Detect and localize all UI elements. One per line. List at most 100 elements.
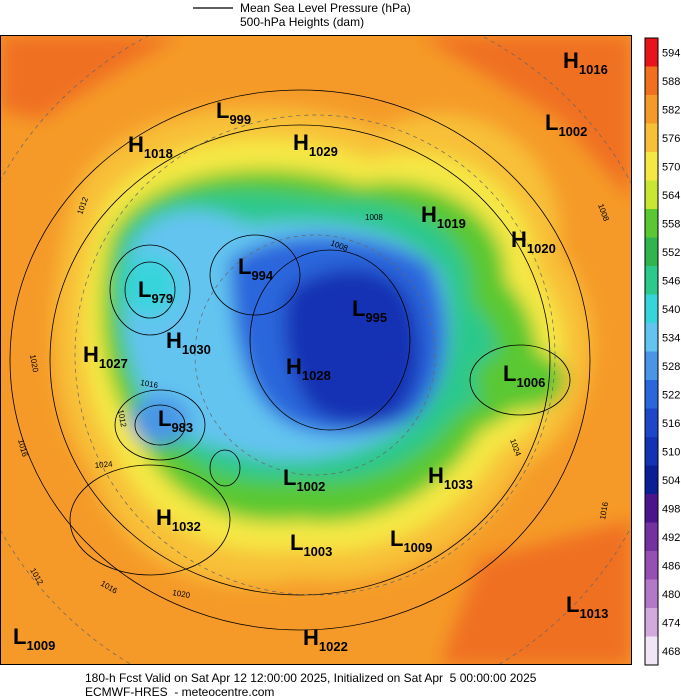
center-type: L xyxy=(238,254,251,279)
center-value: 1002 xyxy=(558,124,587,139)
height-field xyxy=(0,35,632,665)
pressure-center: L1003 xyxy=(290,530,332,559)
center-value: 1002 xyxy=(296,479,325,494)
colorbar-bin xyxy=(645,522,658,552)
center-value: 1030 xyxy=(182,342,211,357)
pressure-center: H1020 xyxy=(511,227,556,256)
colorbar-label: 540 xyxy=(662,304,680,316)
colorbar-label: 588 xyxy=(662,76,680,88)
colorbar-bin xyxy=(645,437,658,466)
colorbar-label: 582 xyxy=(662,104,680,116)
colorbar-bin xyxy=(645,266,658,295)
pressure-center: L1002 xyxy=(545,110,587,139)
center-value: 1029 xyxy=(309,144,338,159)
center-value: 1013 xyxy=(579,606,608,621)
footer-line: ECMWF-HRES - meteocentre.com xyxy=(85,685,274,699)
colorbar-label: 474 xyxy=(662,617,680,629)
center-type: H xyxy=(128,132,144,157)
pressure-center: L1013 xyxy=(566,592,608,621)
pressure-center: L1002 xyxy=(283,465,325,494)
colorbar-bin xyxy=(645,123,658,153)
center-value: 983 xyxy=(171,420,193,435)
pressure-center: H1028 xyxy=(286,354,331,383)
colorbar-label: 570 xyxy=(662,161,680,173)
center-value: 1009 xyxy=(403,540,432,555)
center-value: 999 xyxy=(229,112,251,127)
pressure-center: L999 xyxy=(216,98,251,127)
colorbar-bin xyxy=(645,152,658,181)
center-type: L xyxy=(545,110,558,135)
pressure-center: H1027 xyxy=(83,342,128,371)
isobar-label: 1020 xyxy=(28,354,40,374)
pressure-center: H1016 xyxy=(563,48,608,77)
colorbar-label: 504 xyxy=(662,475,680,487)
center-value: 995 xyxy=(365,310,387,325)
isobar-label: 1016 xyxy=(140,378,160,390)
isobar-label: 1008 xyxy=(365,213,383,222)
center-type: L xyxy=(503,361,516,386)
center-type: H xyxy=(83,342,99,367)
pressure-center: H1029 xyxy=(293,130,338,159)
center-type: H xyxy=(286,354,302,379)
isobar-label: 1016 xyxy=(598,501,610,521)
center-type: H xyxy=(293,130,309,155)
colorbar-bin xyxy=(645,465,658,495)
colorbar-label: 498 xyxy=(662,503,680,515)
colorbar-label: 486 xyxy=(662,560,680,572)
center-value: 1022 xyxy=(319,639,348,654)
center-value: 994 xyxy=(251,268,273,283)
colorbar-bin xyxy=(645,494,658,523)
pressure-center: L979 xyxy=(138,277,173,306)
footer-line: 180-h Fcst Valid on Sat Apr 12 12:00:00 … xyxy=(85,671,537,685)
colorbar-bin xyxy=(645,551,658,580)
colorbar-label: 480 xyxy=(662,589,680,601)
pressure-center: L1009 xyxy=(390,526,432,555)
colorbar-label: 528 xyxy=(662,361,680,373)
colorbar-label: 558 xyxy=(662,218,680,230)
pressure-center: H1033 xyxy=(428,463,473,492)
legend-label: Mean Sea Level Pressure (hPa) xyxy=(240,1,411,15)
colorbar-label: 534 xyxy=(662,332,680,344)
colorbar-bin xyxy=(645,95,658,124)
colorbar-bin xyxy=(645,408,658,438)
colorbar-bin xyxy=(645,380,658,409)
center-value: 1019 xyxy=(437,216,466,231)
pressure-center: L1006 xyxy=(503,361,545,390)
center-value: 1020 xyxy=(527,241,556,256)
legend-label: 500-hPa Heights (dam) xyxy=(240,15,364,29)
isobar-label: 1020 xyxy=(172,588,192,600)
center-value: 1016 xyxy=(579,62,608,77)
colorbar-label: 594 xyxy=(662,47,680,59)
colorbar-bin xyxy=(645,38,658,67)
center-type: L xyxy=(13,624,26,649)
center-type: H xyxy=(421,202,437,227)
colorbar-label: 552 xyxy=(662,247,680,259)
pressure-center: L983 xyxy=(158,406,193,435)
center-value: 1018 xyxy=(144,146,173,161)
center-type: L xyxy=(566,592,579,617)
isobar-label: 1024 xyxy=(94,459,113,470)
colorbar-bin xyxy=(645,351,658,381)
isobars xyxy=(9,89,591,631)
center-value: 1033 xyxy=(444,477,473,492)
center-type: H xyxy=(428,463,444,488)
center-value: 1027 xyxy=(99,356,128,371)
center-type: H xyxy=(156,505,172,530)
colorbar-label: 516 xyxy=(662,418,680,430)
colorbar-bin xyxy=(645,608,658,637)
colorbar-label: 510 xyxy=(662,446,680,458)
center-value: 1028 xyxy=(302,368,331,383)
center-value: 1032 xyxy=(172,519,201,534)
center-value: 1006 xyxy=(516,375,545,390)
center-type: H xyxy=(303,625,319,650)
colorbar-frame xyxy=(644,37,659,666)
colorbar-label: 564 xyxy=(662,190,680,202)
center-value: 1009 xyxy=(26,638,55,653)
center-type: L xyxy=(283,465,296,490)
center-type: H xyxy=(563,48,579,73)
colorbar-label: 492 xyxy=(662,532,680,544)
colorbar-label: 576 xyxy=(662,133,680,145)
